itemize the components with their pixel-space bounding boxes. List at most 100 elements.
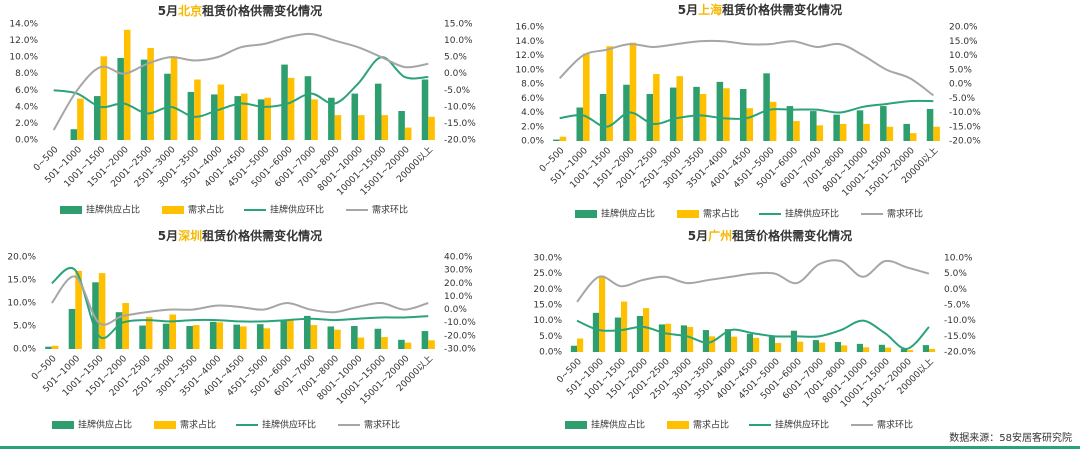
bar — [122, 303, 129, 349]
y2-tick-label: 0.0% — [444, 305, 467, 315]
bar — [907, 350, 914, 352]
bar — [398, 339, 405, 349]
legend-label: 需求占比 — [180, 419, 216, 431]
y2-tick-label: -10.0% — [444, 102, 476, 112]
y2-tick-label: -15.0% — [944, 332, 976, 342]
y2-tick-label: -30.0% — [444, 345, 476, 355]
y-tick-label: 4.0% — [521, 108, 544, 118]
y-tick-label: 16.0% — [515, 23, 544, 33]
y-tick-label: 0.0% — [521, 137, 544, 147]
bar — [839, 123, 847, 141]
bar — [724, 329, 731, 352]
line — [576, 319, 930, 350]
bar — [263, 328, 271, 349]
title-part: 租赁价格供需变化情况 — [202, 3, 322, 18]
title-part: 5月 — [688, 229, 708, 243]
bar — [614, 317, 621, 352]
y2-tick-label: -20.0% — [949, 137, 981, 147]
title-part: 租赁价格供需变化情况 — [202, 228, 322, 243]
bar — [665, 323, 672, 352]
y2-tick-label: -20.0% — [444, 331, 476, 341]
bar — [886, 126, 894, 141]
legend-label: 需求环比 — [877, 419, 913, 431]
line — [50, 275, 429, 326]
bar — [856, 110, 864, 141]
bar — [577, 338, 584, 352]
bar — [98, 273, 106, 349]
bar — [834, 341, 841, 352]
line — [559, 99, 934, 128]
legend-label: 需求占比 — [693, 419, 729, 431]
bar — [311, 99, 318, 140]
legend-label: 挂牌供应占比 — [601, 208, 655, 220]
y2-tick-label: 40.0% — [444, 253, 473, 263]
bar — [351, 93, 359, 140]
bar — [304, 315, 311, 349]
bar — [900, 348, 907, 352]
y-tick-label: 0.0% — [13, 345, 36, 355]
bar — [381, 115, 389, 140]
bar — [234, 96, 241, 140]
bar — [753, 337, 760, 352]
legend-swatch — [60, 206, 82, 214]
footer-bar — [0, 446, 1080, 449]
bar — [147, 48, 154, 140]
bar — [169, 314, 176, 349]
bar — [731, 336, 738, 352]
bar — [328, 97, 335, 140]
bar — [669, 87, 677, 141]
bar — [77, 98, 84, 140]
bar — [768, 336, 775, 352]
y2-tick-label: 15.0% — [444, 20, 473, 30]
y-tick-label: 12.0% — [515, 51, 544, 61]
legend-label: 需求环比 — [364, 419, 400, 431]
title-part: 租赁价格供需变化情况 — [722, 2, 842, 17]
bar — [139, 325, 146, 349]
bar — [629, 42, 637, 141]
chart-title: 5月广州租赁价格供需变化情况 — [688, 228, 852, 243]
bar — [209, 321, 217, 349]
legend-swatch — [565, 421, 587, 429]
y2-tick-label: 10.0% — [949, 51, 978, 61]
line — [53, 56, 429, 118]
bar — [123, 29, 131, 140]
line — [576, 259, 930, 303]
y2-tick-label: 0.0% — [444, 69, 467, 79]
y2-tick-label: -10.0% — [944, 316, 976, 326]
bar — [636, 315, 643, 352]
title-part: 5月 — [158, 4, 178, 18]
y-tick-label: 6.0% — [15, 86, 38, 96]
bar — [287, 77, 295, 140]
line — [51, 267, 429, 339]
y-tick-label: 15.0% — [533, 301, 562, 311]
y2-tick-label: -20.0% — [444, 136, 476, 146]
bar — [240, 326, 247, 349]
y-tick-label: 14.0% — [9, 20, 38, 30]
source-note: 数据来源：58安居客研究院 — [949, 431, 1072, 444]
bar — [217, 84, 225, 140]
bar — [186, 326, 193, 349]
bar — [358, 115, 365, 140]
y2-tick-label: 5.0% — [944, 269, 967, 279]
bar — [763, 73, 770, 141]
legend-label: 挂牌供应环比 — [262, 419, 316, 431]
y2-tick-label: 0.0% — [949, 80, 972, 90]
bar — [51, 345, 59, 349]
y2-tick-label: -15.0% — [949, 122, 981, 132]
bar — [687, 326, 694, 352]
bar — [933, 126, 940, 141]
y2-tick-label: 0.0% — [944, 285, 967, 295]
y2-tick-label: -20.0% — [944, 348, 976, 358]
title-part: 北京 — [178, 3, 202, 18]
title-part: 5月 — [158, 229, 178, 243]
legend-label: 需求环比 — [372, 204, 408, 216]
bar — [194, 79, 201, 140]
bar — [327, 326, 335, 349]
y-tick-label: 6.0% — [521, 94, 544, 104]
bar — [676, 76, 683, 141]
bar — [658, 324, 665, 352]
chart-title: 5月上海租赁价格供需变化情况 — [678, 2, 842, 17]
title-part: 租赁价格供需变化情况 — [732, 228, 852, 243]
y2-tick-label: 5.0% — [949, 65, 972, 75]
